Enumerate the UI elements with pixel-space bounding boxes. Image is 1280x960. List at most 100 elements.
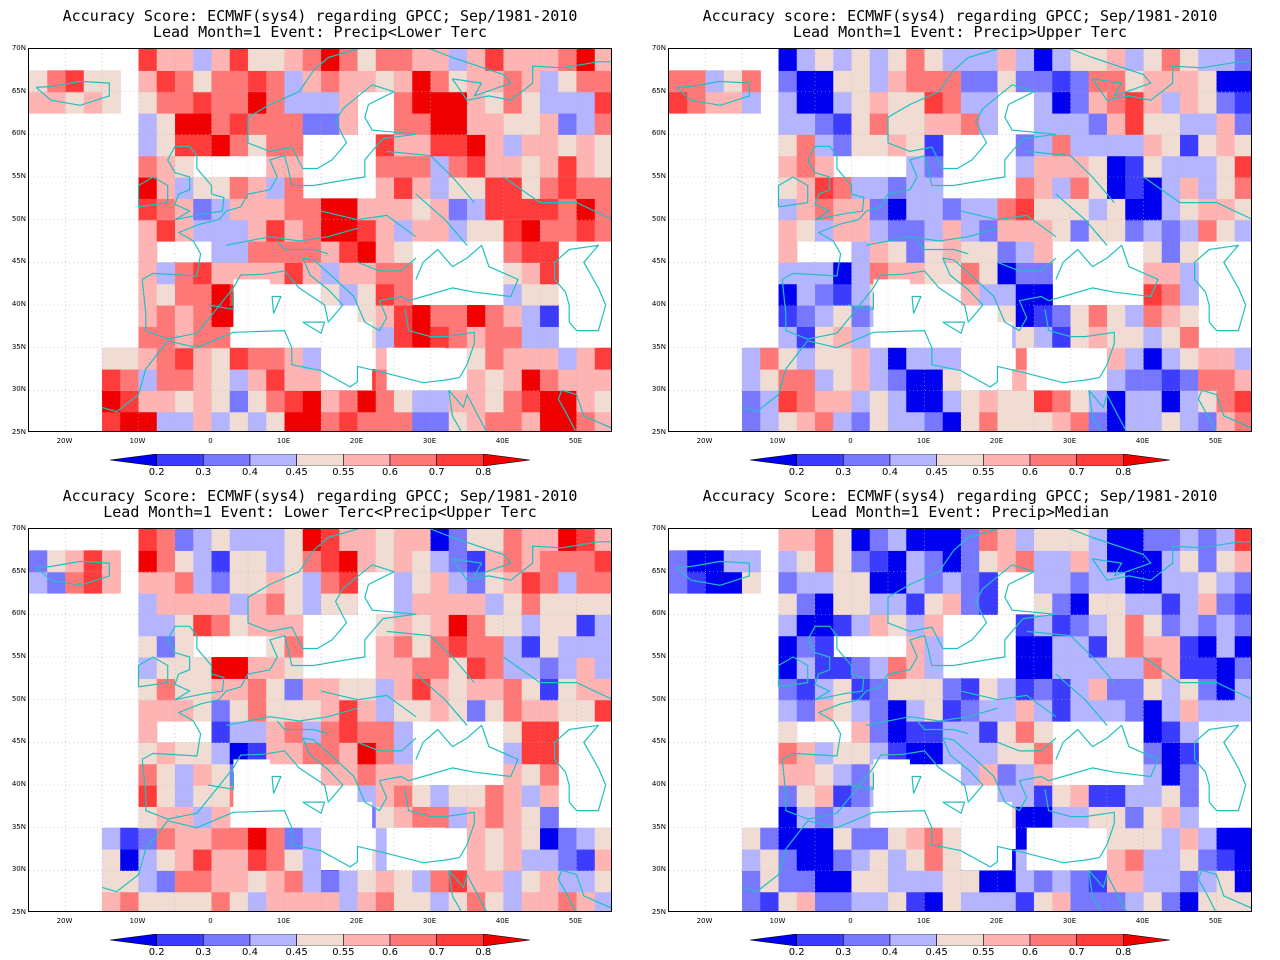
- value-cell: [1180, 283, 1199, 306]
- value-cell: [888, 571, 907, 594]
- value-cell: [815, 305, 834, 327]
- value-cell: [302, 678, 322, 701]
- value-cell: [321, 113, 340, 135]
- value-cell: [906, 70, 926, 93]
- value-cell: [266, 390, 286, 413]
- value-cell: [851, 198, 871, 221]
- value-cell: [558, 219, 578, 242]
- value-cell: [1234, 198, 1251, 221]
- value-cell: [412, 134, 432, 157]
- value-cell: [742, 70, 761, 93]
- value-cell: [594, 198, 611, 221]
- value-cell: [193, 529, 213, 551]
- value-cell: [815, 49, 834, 71]
- value-cell: [1070, 699, 1090, 722]
- coastline: [320, 210, 417, 238]
- value-cell: [1180, 806, 1199, 829]
- value-cell: [851, 113, 871, 135]
- value-cell: [1161, 785, 1181, 807]
- value-cell: [924, 219, 944, 242]
- value-cell: [138, 347, 158, 370]
- value-cell: [778, 347, 798, 370]
- colorbar-swatch: [343, 454, 391, 466]
- value-cell: [83, 571, 103, 594]
- value-cell: [1015, 241, 1035, 263]
- coastline: [357, 737, 417, 752]
- value-cell: [1161, 614, 1181, 637]
- colorbar-swatch: [1123, 454, 1170, 466]
- value-cell: [193, 305, 213, 327]
- value-cell: [1088, 571, 1108, 594]
- coastline: [960, 210, 1057, 238]
- missing-data-area: [1201, 305, 1239, 348]
- value-cell: [888, 49, 907, 71]
- value-cell: [357, 198, 377, 221]
- value-cell: [906, 241, 926, 263]
- value-cell: [339, 678, 359, 701]
- value-cell: [339, 198, 359, 221]
- value-cell: [851, 870, 871, 893]
- value-cell: [266, 699, 286, 722]
- value-cell: [1015, 870, 1035, 893]
- value-cell: [229, 678, 249, 701]
- value-cell: [156, 369, 176, 391]
- value-cell: [485, 593, 505, 615]
- lon-tick-label: 50E: [568, 437, 583, 445]
- value-cell: [1015, 721, 1035, 743]
- value-cell: [503, 806, 523, 829]
- value-cell: [266, 177, 286, 199]
- value-cell: [521, 891, 541, 911]
- value-cell: [430, 870, 450, 893]
- value-cell: [705, 70, 725, 93]
- value-cell: [412, 635, 432, 658]
- value-cell: [869, 657, 889, 679]
- value-cell: [1088, 219, 1108, 242]
- value-cell: [412, 198, 432, 221]
- value-cell: [412, 529, 432, 551]
- value-cell: [521, 721, 541, 743]
- value-cell: [906, 177, 926, 199]
- colorbar-swatch: [483, 934, 530, 946]
- coastline: [1026, 150, 1115, 203]
- value-cell: [339, 113, 359, 135]
- value-cell: [375, 177, 395, 199]
- value-cell: [193, 283, 213, 306]
- value-cell: [888, 262, 907, 285]
- value-cell: [193, 390, 213, 413]
- value-cell: [1070, 550, 1090, 573]
- value-cell: [503, 891, 523, 911]
- value-cell: [193, 49, 213, 71]
- value-cell: [961, 571, 980, 594]
- value-cell: [430, 891, 450, 911]
- value-cell: [284, 262, 304, 285]
- value-cell: [1143, 411, 1163, 431]
- value-cell: [284, 550, 304, 573]
- value-cell: [1198, 91, 1218, 114]
- value-cell: [156, 849, 176, 871]
- value-cell: [120, 891, 140, 911]
- value-cell: [669, 91, 688, 114]
- value-cell: [1052, 785, 1072, 807]
- value-cell: [175, 411, 194, 431]
- value-cell: [1234, 177, 1251, 199]
- value-cell: [997, 241, 1017, 263]
- value-cell: [229, 721, 249, 743]
- value-cell: [266, 657, 286, 679]
- value-cell: [175, 870, 194, 893]
- value-cell: [851, 529, 871, 551]
- value-cell: [1088, 305, 1108, 327]
- value-cell: [1198, 49, 1218, 71]
- value-cell: [833, 742, 853, 765]
- colorbar-label: 0.45: [925, 947, 948, 958]
- lat-tick-label: 30N: [651, 385, 666, 394]
- value-cell: [503, 155, 523, 178]
- value-cell: [796, 699, 816, 722]
- value-cell: [175, 529, 194, 551]
- value-cell: [248, 870, 267, 893]
- value-cell: [156, 134, 176, 157]
- value-cell: [851, 91, 871, 114]
- value-cell: [467, 678, 486, 701]
- colorbar-swatch: [156, 454, 204, 466]
- value-cell: [833, 763, 853, 786]
- value-cell: [815, 347, 834, 370]
